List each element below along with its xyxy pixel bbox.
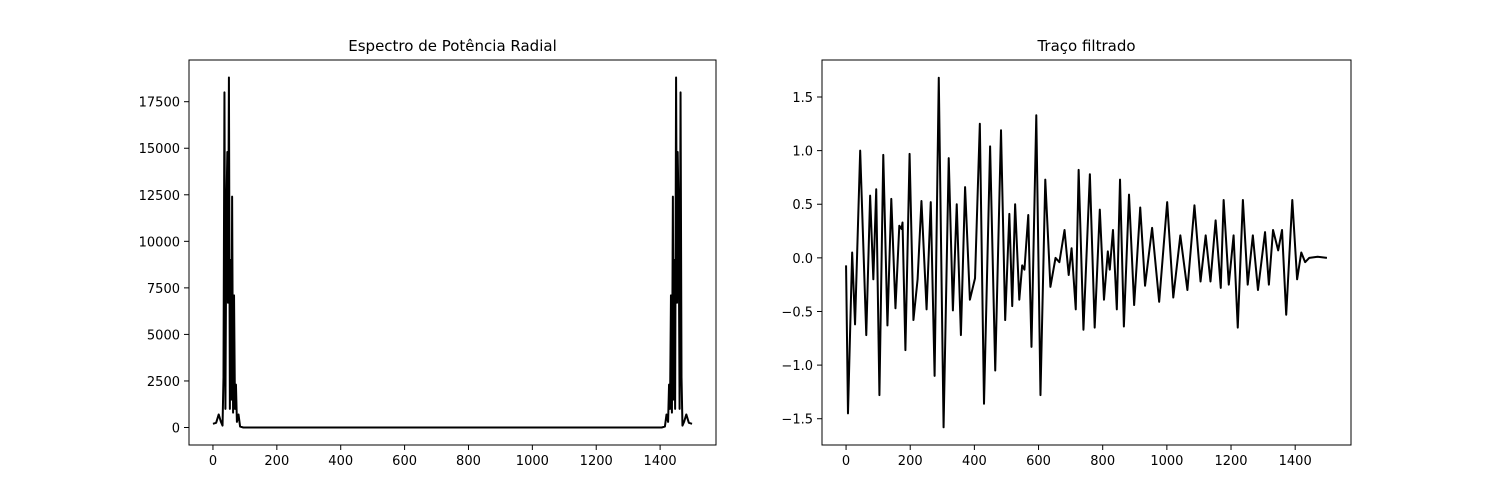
x-tick-label: 1400 (1279, 454, 1312, 469)
chart-title: Espectro de Potência Radial (348, 37, 556, 55)
data-line (845, 76, 1328, 429)
x-tick-label: 600 (392, 454, 417, 469)
x-tick-label: 1200 (580, 454, 613, 469)
x-tick-label: 1200 (1214, 454, 1247, 469)
y-tick-label: 10000 (139, 235, 180, 250)
y-tick-label: 15000 (139, 142, 180, 157)
x-tick-label: 400 (962, 454, 987, 469)
x-tick-label: 800 (1090, 454, 1115, 469)
x-tick-label: 200 (898, 454, 923, 469)
y-tick-label: 2500 (147, 375, 180, 390)
y-tick-label: 1.0 (792, 145, 813, 160)
y-tick-label: −1.0 (781, 359, 813, 374)
x-tick-label: 0 (842, 454, 850, 469)
y-tick-label: 7500 (147, 282, 180, 297)
x-tick-label: 800 (456, 454, 481, 469)
axes-frame (188, 59, 717, 446)
axes-frame (821, 59, 1352, 446)
x-tick-label: 1000 (516, 454, 549, 469)
y-tick-label: 12500 (139, 189, 180, 204)
x-tick-label: 0 (209, 454, 217, 469)
x-tick-label: 1000 (1150, 454, 1183, 469)
x-tick-label: 1400 (644, 454, 677, 469)
y-tick-label: 5000 (147, 328, 180, 343)
chart-title: Traço filtrado (1036, 37, 1135, 55)
y-tick-label: 17500 (139, 96, 180, 111)
y-tick-label: 1.5 (792, 91, 813, 106)
y-tick-label: −0.5 (781, 305, 813, 320)
x-tick-label: 200 (264, 454, 289, 469)
x-tick-label: 600 (1026, 454, 1051, 469)
data-line (212, 76, 693, 429)
x-tick-label: 400 (328, 454, 353, 469)
y-tick-label: 0.0 (792, 252, 813, 267)
y-tick-label: 0.5 (792, 198, 813, 213)
y-tick-label: −1.5 (781, 413, 813, 428)
y-tick-label: 0 (172, 422, 180, 437)
